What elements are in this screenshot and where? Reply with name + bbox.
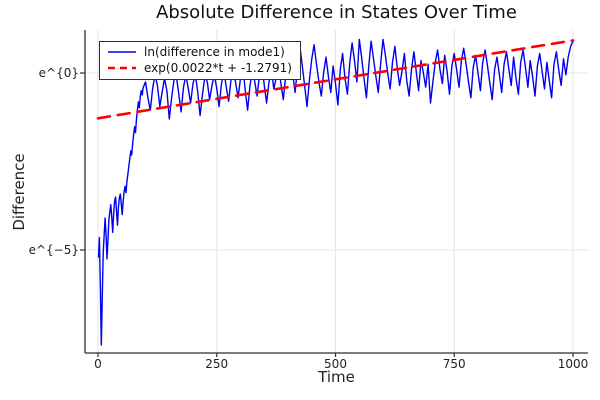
fit-line: [96, 39, 575, 120]
legend-box: ln(difference in mode1) exp(0.0022*t + -…: [99, 41, 301, 80]
x-tick-label-250: 250: [205, 357, 229, 371]
chart-title: Absolute Difference in States Over Time: [156, 2, 517, 23]
y-axis-label: Difference: [10, 153, 28, 231]
axes: [80, 30, 588, 357]
legend-entry-fit: exp(0.0022*t + -1.2791): [106, 60, 292, 76]
difference-line: [97, 38, 574, 346]
y-tick-label-em5: e^{−5}: [28, 243, 79, 257]
x-axis-label: Time: [318, 368, 355, 386]
legend-label-difference: ln(difference in mode1): [144, 45, 285, 59]
x-tick-label-1000: 1000: [557, 357, 589, 371]
x-tick-label-500: 500: [324, 357, 347, 371]
legend-entry-difference: ln(difference in mode1): [106, 44, 292, 60]
x-tick-label-750: 750: [442, 357, 466, 371]
x-tick-label-0: 0: [94, 357, 102, 371]
legend-line-sample-dashed: [108, 66, 136, 70]
legend-label-fit: exp(0.0022*t + -1.2791): [144, 61, 292, 75]
legend-line-sample-solid: [108, 51, 136, 53]
y-tick-label-e0: e^{0}: [38, 66, 79, 80]
data-series: [96, 38, 575, 346]
